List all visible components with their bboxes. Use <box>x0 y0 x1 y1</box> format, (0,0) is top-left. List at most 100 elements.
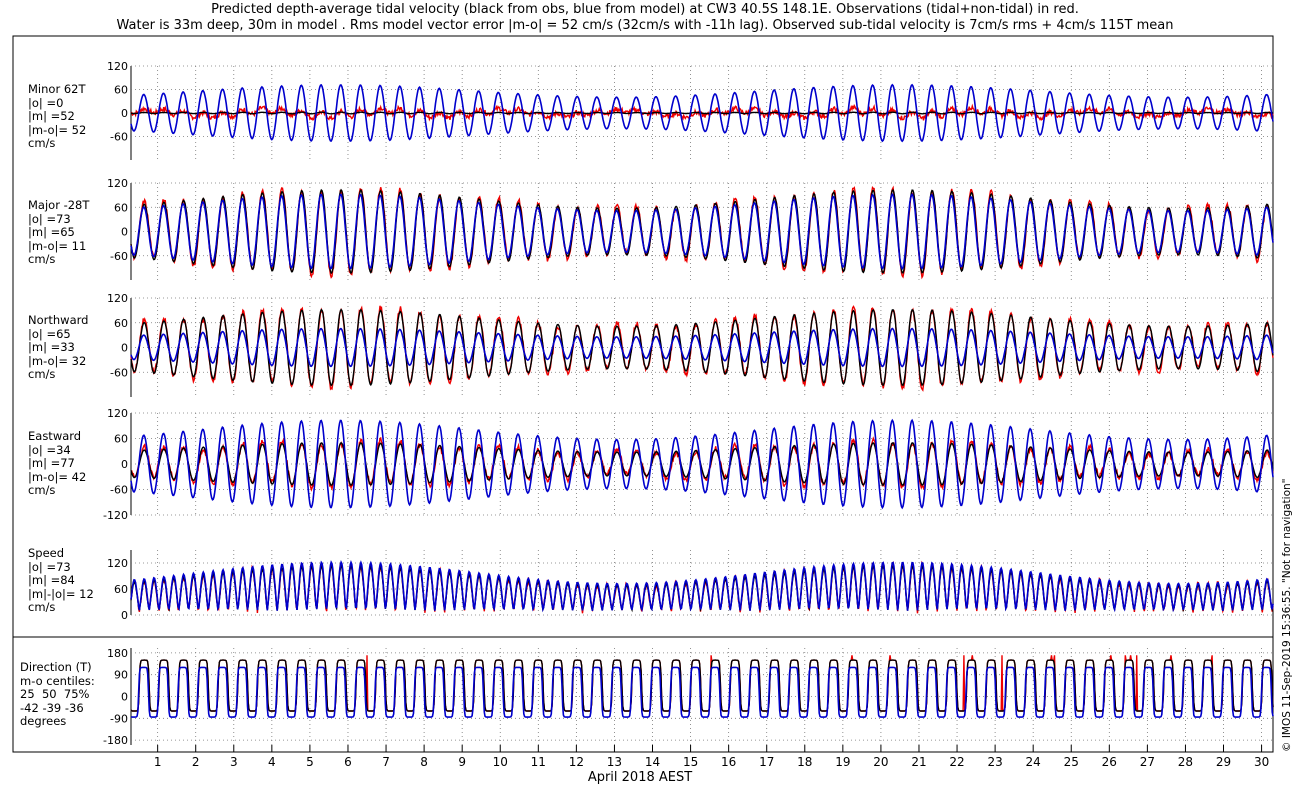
x-tick-label: 18 <box>797 755 812 769</box>
x-tick-label: 7 <box>382 755 390 769</box>
x-tick-label: 8 <box>420 755 428 769</box>
y-tick-label: 180 <box>107 647 128 660</box>
x-tick-label: 2 <box>192 755 200 769</box>
y-tick-label: 60 <box>114 84 128 97</box>
panel-label-line: cm/s <box>28 600 56 614</box>
panel-label-3: Northward |o| =65 |m| =33 |m-o|= 32 cm/s <box>28 313 89 382</box>
panel-label-line: cm/s <box>28 367 56 381</box>
panel-label-line: m-o centiles: <box>20 673 95 688</box>
series-obs_tidal-panel-2 <box>130 188 1274 275</box>
x-tick-label: 12 <box>569 755 584 769</box>
x-tick-label: 5 <box>306 755 314 769</box>
x-tick-label: 3 <box>230 755 238 769</box>
y-tick-label: -180 <box>103 734 128 747</box>
panel-frames <box>12 35 1274 753</box>
y-tick-label: 120 <box>107 292 128 305</box>
x-tick-label: 19 <box>835 755 850 769</box>
y-tick-label: 60 <box>114 583 128 596</box>
panel-label-line: |m| =77 <box>28 456 75 470</box>
x-tick-label: 29 <box>1216 755 1231 769</box>
panel-label-2: Major -28T |o| =73 |m| =65 |m-o|= 11 cm/s <box>28 198 90 267</box>
panel-label-line: |m|-|o|= 12 <box>28 586 94 601</box>
y-tick-label: -120 <box>103 509 128 522</box>
panel-label-6: Direction (T) m-o centiles: 25 50 75% -42 -… <box>20 660 95 729</box>
series-model-panel-3 <box>130 327 1274 368</box>
panel-label-line: |m-o|= 32 <box>28 353 87 368</box>
y-tick-label: -60 <box>110 131 128 144</box>
x-tick-label: 20 <box>873 755 888 769</box>
y-tick-label: -60 <box>110 250 128 263</box>
panel-label-line: |o| =0 <box>28 95 64 110</box>
x-tick-label: 30 <box>1254 755 1269 769</box>
panel-label-line: |o| =73 <box>28 559 71 574</box>
panel-label-line: Speed <box>28 546 65 560</box>
x-tick-label: 21 <box>911 755 926 769</box>
series-model-panel-6 <box>130 666 1274 718</box>
panel-label-line: |m| =52 <box>28 109 75 123</box>
panel-label-line: Direction (T) <box>20 660 92 674</box>
series-model-panel-4 <box>130 418 1274 510</box>
panel-label-line: |m| =65 <box>28 225 75 239</box>
x-tick-label: 25 <box>1064 755 1079 769</box>
chart-title: Predicted depth-average tidal velocity (… <box>0 2 1290 34</box>
y-tick-label: 0 <box>121 342 128 355</box>
x-tick-label: 13 <box>607 755 622 769</box>
y-tick-label: 60 <box>114 433 128 446</box>
y-tick-label: 90 <box>114 669 128 682</box>
panel-label-line: degrees <box>20 714 67 728</box>
x-tick-label: 16 <box>721 755 736 769</box>
upper-frame <box>12 35 1274 638</box>
series-observed-panel-3 <box>130 305 1274 392</box>
title-line-1: Predicted depth-average tidal velocity (… <box>211 2 1079 17</box>
panel-label-line: cm/s <box>28 252 56 266</box>
lower-frame <box>12 636 1274 753</box>
x-tick-label: 6 <box>344 755 352 769</box>
y-tick-label: 0 <box>121 226 128 239</box>
panel-label-line: Major -28T <box>28 198 90 212</box>
x-tick-label: 10 <box>493 755 508 769</box>
x-tick-label: 15 <box>683 755 698 769</box>
panel-label-line: Eastward <box>28 429 82 443</box>
x-tick-label: 1 <box>154 755 162 769</box>
panel-label-1: Minor 62T |o| =0 |m| =52 |m-o|= 52 cm/s <box>28 82 87 151</box>
panel-label-line: |o| =65 <box>28 326 71 341</box>
panel-label-line: |m-o|= 52 <box>28 122 87 137</box>
tick-labels: 1 2 3 4 5 6 7 8 9 10 11 12 13 14 15 16 17 18 19 20 21 22 23 24 2… <box>103 60 1269 769</box>
panel-label-line: -42 -39 -36 <box>20 700 84 715</box>
y-tick-label: 120 <box>107 177 128 190</box>
y-tick-label: 120 <box>107 557 128 570</box>
x-tick-label: 26 <box>1102 755 1117 769</box>
series-model-panel-5 <box>130 560 1274 613</box>
y-tick-label: 0 <box>121 107 128 120</box>
panel-label-line: 25 50 75% <box>20 687 90 701</box>
y-tick-label: 60 <box>114 201 128 214</box>
panel-label-line: |m| =33 <box>28 340 75 354</box>
x-tick-label: 23 <box>987 755 1002 769</box>
panel-label-line: cm/s <box>28 136 56 150</box>
panel-label-line: |m-o|= 11 <box>28 238 87 253</box>
x-axis-label: April 2018 AEST <box>587 770 693 785</box>
panel-label-line: |o| =73 <box>28 211 71 226</box>
y-tick-label: -60 <box>110 484 128 497</box>
panel-label-line: |m| =84 <box>28 573 75 587</box>
series-observed-panel-2 <box>130 185 1274 280</box>
x-tick-label: 11 <box>531 755 546 769</box>
panel-label-line: Northward <box>28 313 89 327</box>
panel-label-line: cm/s <box>28 483 56 497</box>
panel-label-5: Speed |o| =73 |m| =84 |m|-|o|= 12 cm/s <box>28 546 94 615</box>
x-tick-label: 9 <box>458 755 466 769</box>
x-tick-label: 17 <box>759 755 774 769</box>
y-tick-label: 60 <box>114 317 128 330</box>
series-obs_tidal-panel-1 <box>130 111 1274 115</box>
series-model-panel-1 <box>130 83 1274 143</box>
copyright-watermark: © IMOS 11-Sep-2019 15:36:55. "Not for na… <box>1281 478 1293 752</box>
y-tick-label: -60 <box>110 366 128 379</box>
series-curves <box>130 83 1274 718</box>
y-tick-label: 0 <box>121 691 128 704</box>
y-tick-label: 0 <box>121 458 128 471</box>
panel-label-line: |m-o|= 42 <box>28 469 87 484</box>
x-tick-label: 22 <box>949 755 964 769</box>
panel-label-line: |o| =34 <box>28 442 71 457</box>
panel-label-4: Eastward |o| =34 |m| =77 |m-o|= 42 cm/s <box>28 429 87 498</box>
